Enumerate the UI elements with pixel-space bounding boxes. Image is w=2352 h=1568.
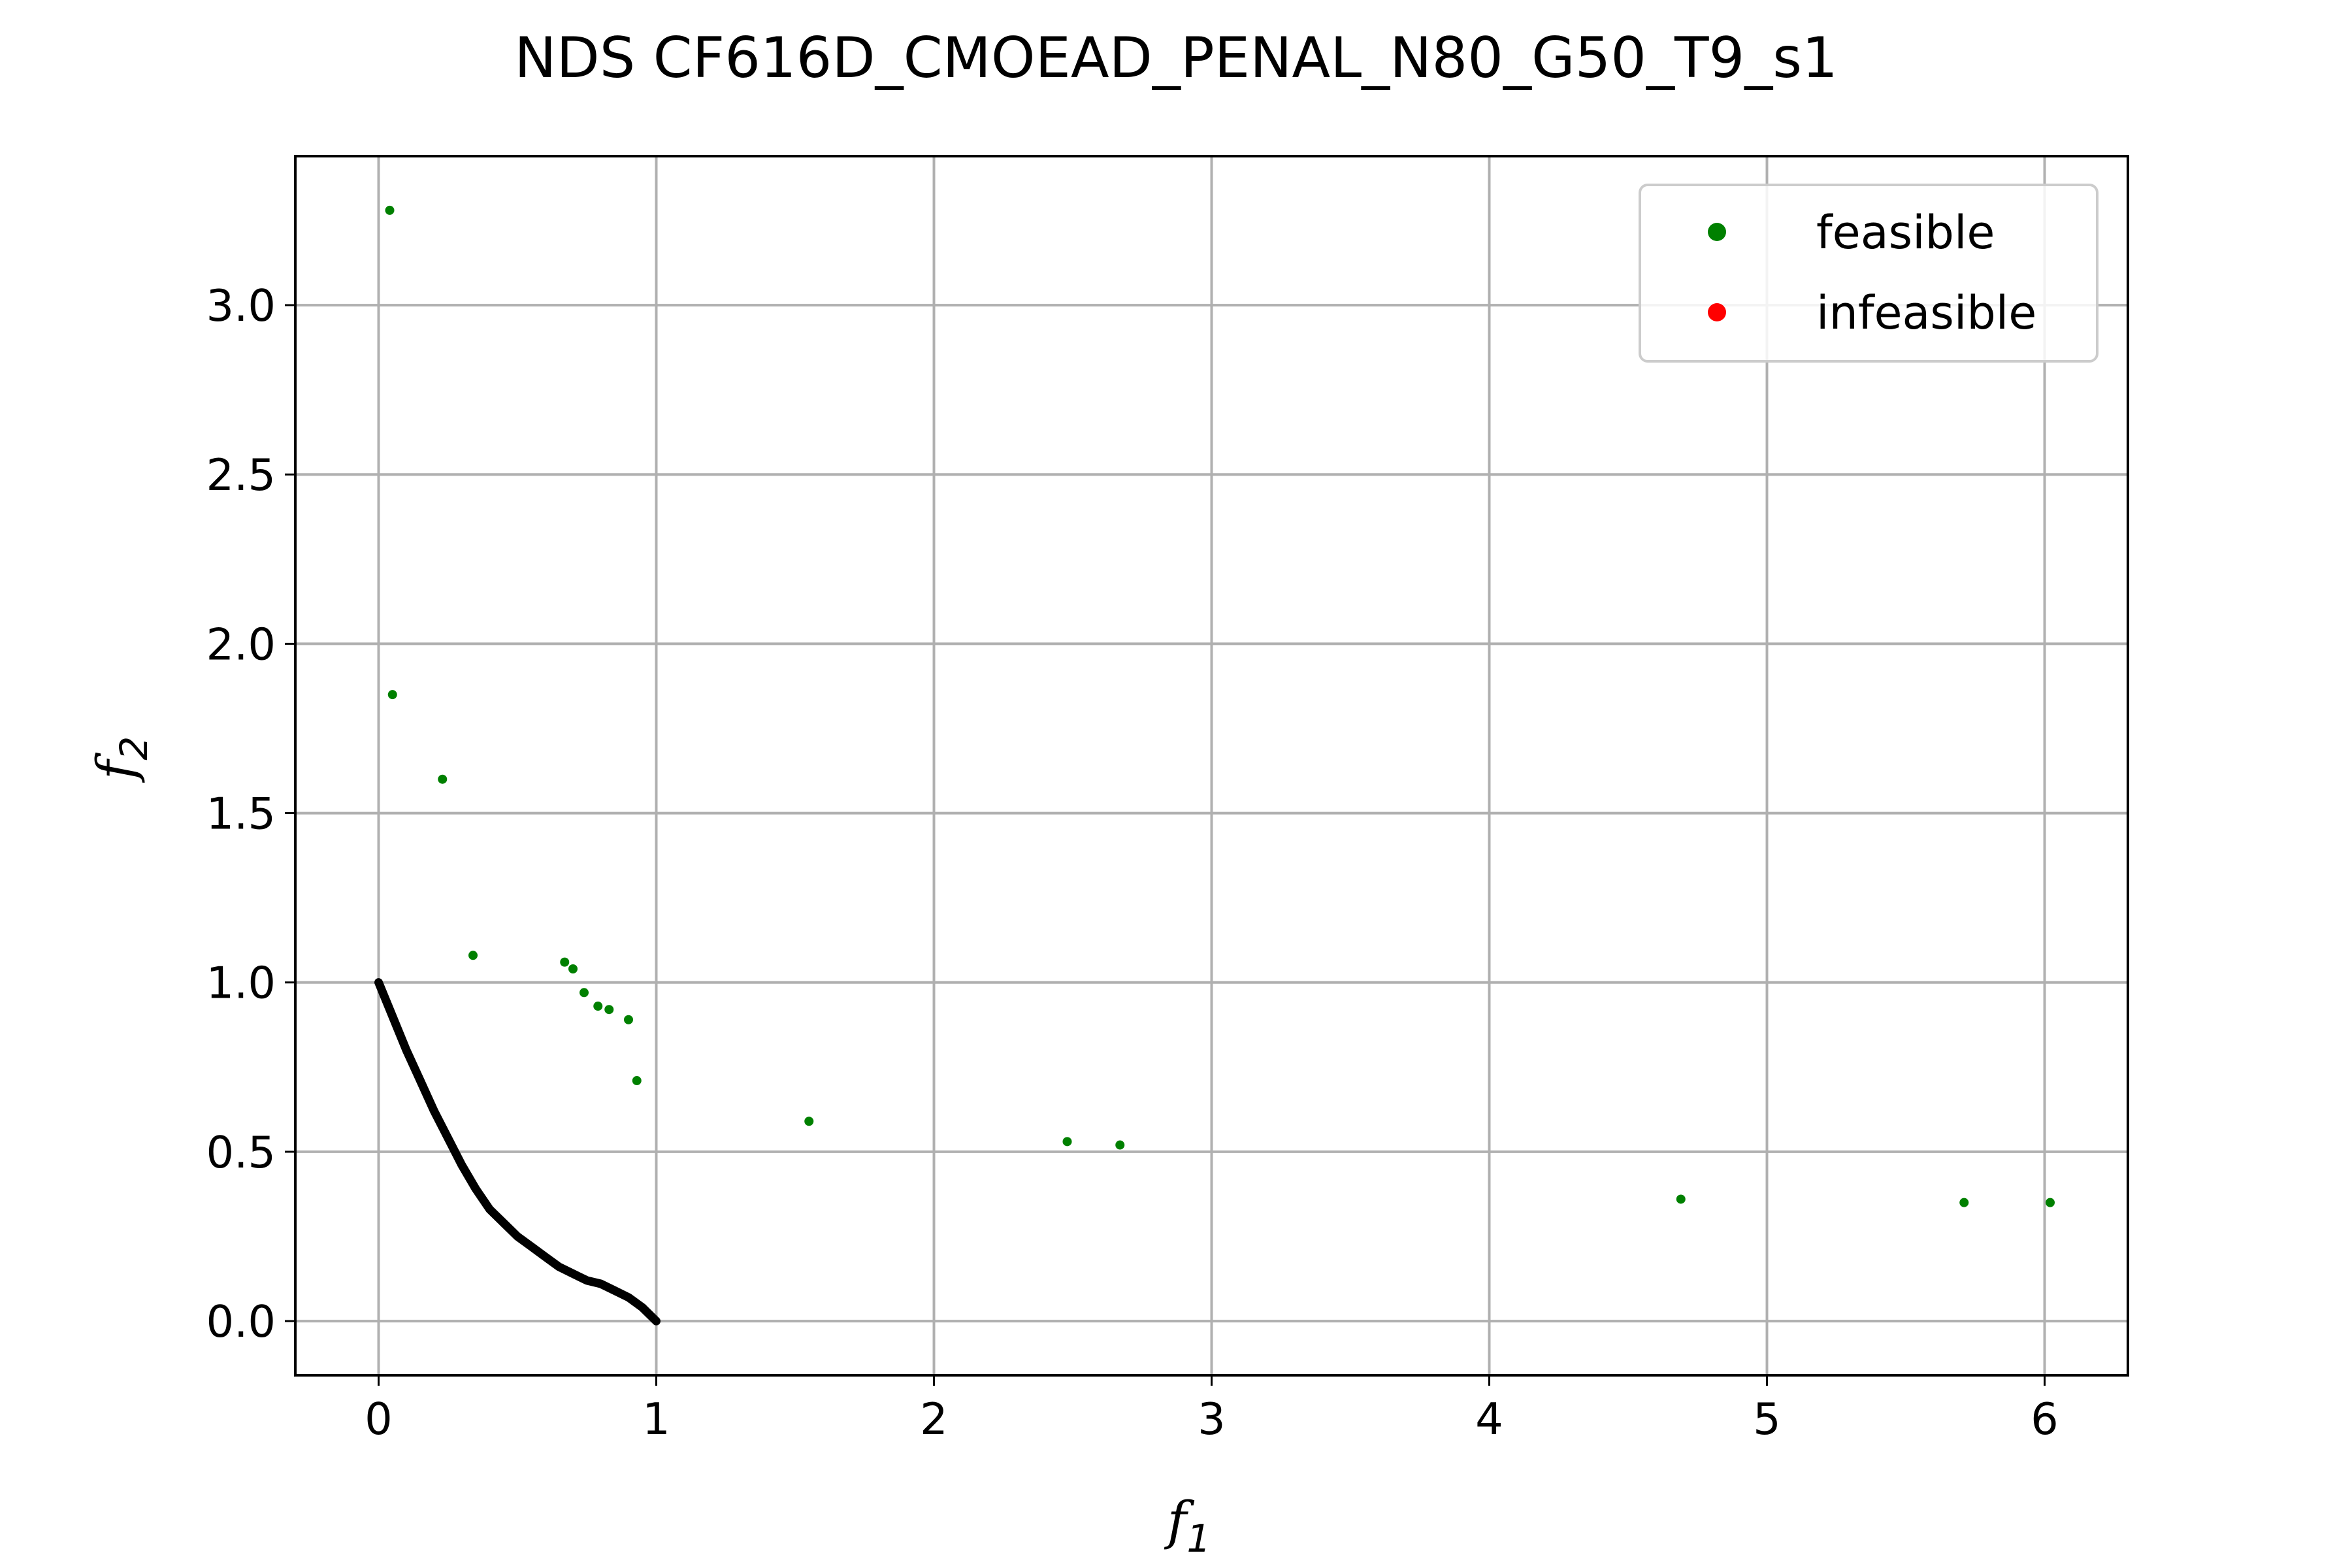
y-tick-label: 1.5: [206, 789, 276, 840]
feasible-point: [593, 1002, 603, 1011]
feasible-point: [1062, 1137, 1072, 1147]
feasible-point: [438, 774, 448, 784]
y-tick-label: 0.5: [206, 1127, 276, 1178]
feasible-point: [1115, 1140, 1125, 1150]
legend-marker-infeasible: [1708, 303, 1726, 321]
y-tick-label: 2.0: [206, 619, 276, 670]
x-axis-ticks: 0 1 2 3 4 5 6: [365, 1375, 2059, 1445]
feasible-point: [560, 957, 570, 967]
y-tick-label: 2.5: [206, 449, 276, 500]
legend: feasible infeasible: [1639, 184, 2099, 363]
x-tick-label: 0: [365, 1394, 393, 1445]
pareto-front: [374, 978, 661, 1326]
legend-box: [1639, 184, 2099, 363]
grid-lines: [295, 156, 2128, 1375]
x-tick-label: 2: [920, 1394, 948, 1445]
chart-title: NDS CF616D_CMOEAD_PENAL_N80_G50_T9_s1: [514, 25, 1838, 91]
feasible-point: [624, 1015, 633, 1024]
x-tick-label: 4: [1475, 1394, 1503, 1445]
feasible-point: [632, 1076, 642, 1086]
y-axis-label: f2: [86, 736, 156, 783]
feasible-point: [468, 951, 478, 960]
feasible-point: [387, 690, 397, 700]
legend-label-infeasible: infeasible: [1816, 286, 2036, 340]
x-tick-label: 5: [1753, 1394, 1781, 1445]
feasible-point: [804, 1117, 814, 1126]
feasible-point: [1676, 1194, 1686, 1204]
y-tick-label: 3.0: [206, 280, 276, 331]
feasible-point: [568, 964, 578, 973]
x-tick-label: 1: [642, 1394, 670, 1445]
y-axis-ticks: 0.0 0.5 1.0 1.5 2.0 2.5 3.0: [206, 280, 295, 1347]
legend-marker-feasible: [1708, 223, 1726, 241]
y-tick-label: 0.0: [206, 1296, 276, 1347]
feasible-point: [580, 988, 589, 998]
feasible-point: [604, 1005, 614, 1015]
x-tick-label: 3: [1198, 1394, 1226, 1445]
feasible-point: [385, 205, 395, 215]
feasible-point: [2046, 1198, 2055, 1207]
pareto-front-line: [374, 978, 661, 1326]
x-tick-label: 6: [2031, 1394, 2059, 1445]
feasible-point: [1959, 1198, 1969, 1207]
scatter-points: [385, 205, 2055, 1207]
legend-label-feasible: feasible: [1816, 206, 1995, 259]
y-tick-label: 1.0: [206, 958, 276, 1009]
